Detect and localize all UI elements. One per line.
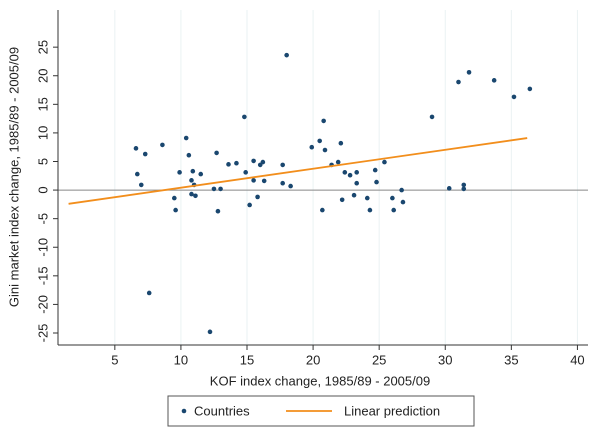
point xyxy=(284,52,289,58)
point xyxy=(189,191,194,197)
point xyxy=(461,186,467,192)
point xyxy=(280,180,285,186)
y-tick-label: 20 xyxy=(35,69,50,83)
y-tick-label: -25 xyxy=(35,324,50,343)
point xyxy=(338,140,344,146)
y-tick-label: -5 xyxy=(35,213,50,225)
point xyxy=(491,78,497,83)
point xyxy=(461,182,467,188)
y-tick-label: 25 xyxy=(35,40,50,54)
point xyxy=(186,152,192,158)
point xyxy=(390,195,395,201)
point xyxy=(255,194,260,200)
point xyxy=(234,160,239,166)
point xyxy=(446,186,452,191)
point xyxy=(317,138,322,144)
point xyxy=(351,192,357,198)
point xyxy=(354,180,360,186)
x-tick-label: 15 xyxy=(240,352,254,367)
x-tick-label: 25 xyxy=(372,352,386,367)
point xyxy=(347,172,353,178)
point xyxy=(309,144,315,150)
point xyxy=(511,94,517,100)
point xyxy=(243,170,248,175)
point xyxy=(382,159,387,165)
point xyxy=(226,162,231,167)
y-tick-label: 5 xyxy=(35,158,50,165)
x-tick-label: 30 xyxy=(438,352,452,367)
y-tick-label: 0 xyxy=(35,186,50,193)
point xyxy=(364,195,370,201)
y-tick-label: -10 xyxy=(35,238,50,257)
point xyxy=(138,182,144,188)
point xyxy=(218,186,223,192)
point xyxy=(466,70,472,75)
point xyxy=(339,197,345,203)
point xyxy=(215,208,221,214)
point xyxy=(193,193,198,199)
point xyxy=(288,183,293,189)
point xyxy=(320,207,325,213)
point xyxy=(367,207,373,213)
y-tick-label: 15 xyxy=(35,97,50,111)
point xyxy=(251,158,256,164)
legend-swatch xyxy=(181,408,187,414)
point xyxy=(190,168,196,174)
point xyxy=(247,202,252,208)
x-tick-label: 35 xyxy=(504,352,518,367)
legend-label: Linear prediction xyxy=(344,403,440,418)
point xyxy=(251,178,256,183)
y-axis-label: Gini market index change, 1985/89 - 2005… xyxy=(6,47,21,307)
point xyxy=(183,135,189,141)
point xyxy=(372,167,378,173)
x-tick-label: 20 xyxy=(306,352,320,367)
point xyxy=(354,170,360,175)
y-tick-label: 10 xyxy=(35,126,50,140)
point xyxy=(198,171,204,177)
x-tick-label: 5 xyxy=(111,352,118,367)
point xyxy=(527,86,533,92)
point xyxy=(391,207,397,213)
fit-line xyxy=(68,137,528,205)
point xyxy=(374,179,379,185)
x-tick-label: 40 xyxy=(570,352,584,367)
point xyxy=(189,178,194,183)
point xyxy=(260,159,266,165)
point xyxy=(172,195,177,201)
point xyxy=(214,150,219,156)
point xyxy=(142,151,148,157)
point xyxy=(280,162,285,168)
point xyxy=(261,178,267,184)
point xyxy=(429,114,435,120)
point xyxy=(322,147,328,153)
point xyxy=(335,159,341,165)
point xyxy=(321,118,326,124)
y-tick-label: -20 xyxy=(35,295,50,314)
point xyxy=(173,207,178,213)
point xyxy=(133,146,139,151)
x-tick-label: 10 xyxy=(174,352,188,367)
point xyxy=(399,187,404,193)
point xyxy=(342,170,348,175)
point xyxy=(135,171,140,177)
x-axis-label: KOF index change, 1985/89 - 2005/09 xyxy=(210,373,430,388)
point xyxy=(242,114,247,120)
plot-area xyxy=(58,10,588,345)
point xyxy=(211,186,217,192)
point xyxy=(177,170,182,175)
point xyxy=(160,142,165,148)
point xyxy=(207,329,213,335)
y-tick-label: -15 xyxy=(35,266,50,285)
point xyxy=(400,199,406,205)
point xyxy=(146,290,152,296)
point xyxy=(456,79,461,85)
legend-label: Countries xyxy=(194,403,250,418)
